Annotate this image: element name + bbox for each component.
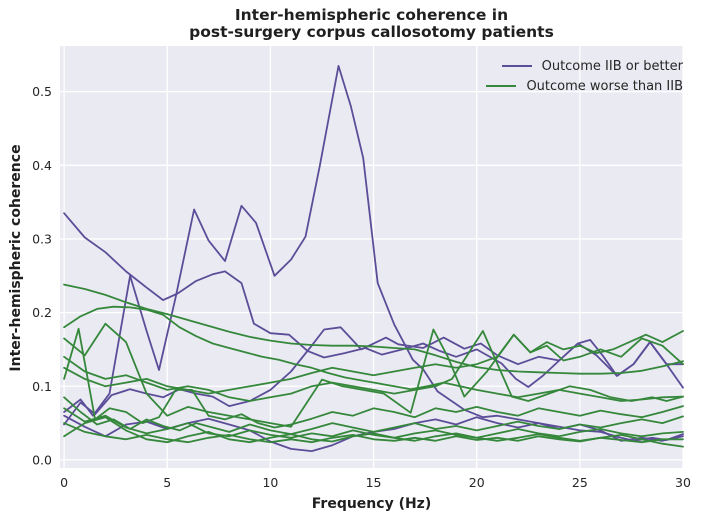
x-tick-label: 20 <box>469 475 485 490</box>
series-worse-patient-4 <box>63 330 684 402</box>
series-worse-patient-10 <box>63 416 684 448</box>
plot-area <box>60 46 683 468</box>
y-axis-label: Inter-hemispheric coherence <box>8 144 24 372</box>
series-worse-patient-3 <box>63 322 684 428</box>
series-worse-patient-2 <box>63 305 684 402</box>
series-worse-patient-1 <box>63 283 684 375</box>
series-worse-patient-5 <box>63 330 684 395</box>
y-tick-label: 0.5 <box>32 84 52 99</box>
series-iib-patient-2 <box>63 212 684 389</box>
y-tick-label: 0.3 <box>32 231 52 246</box>
x-axis-label: Frequency (Hz) <box>311 496 432 512</box>
y-tick-label: 0.2 <box>32 305 52 320</box>
y-tick-label: 0.1 <box>32 379 52 394</box>
x-tick-label: 10 <box>262 475 278 490</box>
y-tick-label: 0.0 <box>32 452 52 467</box>
legend-line-swatch-green <box>486 85 517 87</box>
x-tick-label: 0 <box>60 475 68 490</box>
series-worse-patient-7 <box>63 396 684 436</box>
legend-item-worse-than-iib: Outcome worse than IIB <box>486 76 683 96</box>
legend-line-swatch-purple <box>501 65 532 67</box>
chart-title-line2: post-surgery corpus callosotomy patients <box>189 23 554 41</box>
x-tick-label: 25 <box>572 475 588 490</box>
legend-label: Outcome IIB or better <box>541 58 683 74</box>
chart-title-line1: Inter-hemispheric coherence in <box>234 6 509 24</box>
x-tick-label: 15 <box>366 475 382 490</box>
series-worse-patient-8 <box>63 407 684 439</box>
y-tick-label: 0.4 <box>32 158 52 173</box>
legend-item-iib-or-better: Outcome IIB or better <box>486 56 683 76</box>
x-tick-label: 30 <box>675 475 691 490</box>
x-tick-label: 5 <box>163 475 171 490</box>
legend-label: Outcome worse than IIB <box>526 78 683 94</box>
legend: Outcome IIB or better Outcome worse than… <box>486 56 683 96</box>
series-iib-patient-1 <box>63 65 684 442</box>
